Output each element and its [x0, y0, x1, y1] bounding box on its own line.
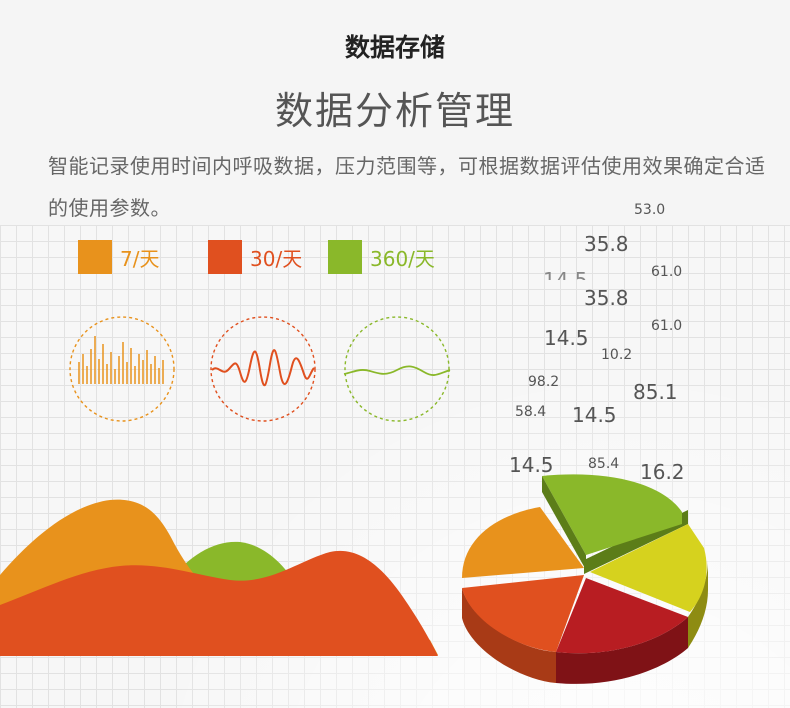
flat-wave-icon	[343, 316, 451, 422]
floating-number: 14.5	[544, 326, 589, 350]
floating-number: 35.8	[584, 232, 629, 256]
legend-swatch-green	[328, 240, 362, 274]
floating-number: 35.8	[584, 286, 629, 310]
legend-label: 360/天	[370, 247, 435, 271]
bar-waveform-icon	[69, 316, 175, 422]
floating-number: 14.5	[543, 268, 588, 280]
page-subtitle: 数据分析管理	[274, 89, 515, 133]
wave-line-icon	[210, 316, 316, 422]
description-text: 智能记录使用时间内呼吸数据，压力范围等，可根据数据评估使用效果确定合适的使用参数…	[48, 154, 766, 220]
floating-number: 10.2	[601, 347, 633, 363]
floating-number: 98.2	[528, 374, 560, 390]
floating-number: 61.0	[651, 318, 683, 334]
legend-swatch-red	[208, 240, 242, 274]
page-title: 数据存储	[344, 33, 445, 62]
legend-swatch-orange	[78, 240, 112, 274]
floating-number: 53.0	[634, 202, 666, 218]
legend-label: 7/天	[120, 247, 160, 271]
floating-number: 14.5	[572, 403, 617, 427]
legend-label: 30/天	[250, 247, 303, 271]
floating-number: 61.0	[651, 264, 683, 280]
floating-number: 85.4	[588, 456, 620, 472]
floating-number: 85.1	[633, 380, 678, 404]
floating-number: 14.5	[509, 453, 554, 477]
floating-number: 16.2	[640, 460, 685, 484]
floating-number: 58.4	[515, 404, 547, 420]
